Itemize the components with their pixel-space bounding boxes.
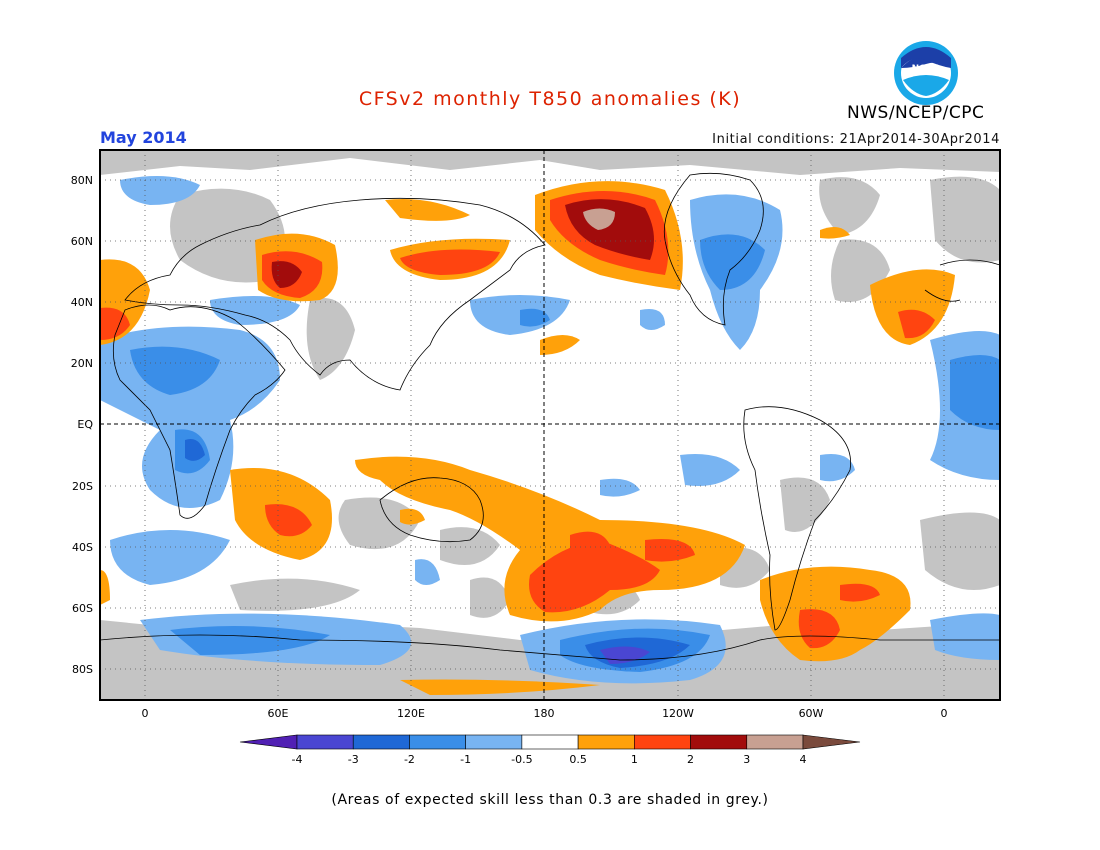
continent-outlines [100,172,1000,661]
colorbar-tick-label: -1 [460,753,471,766]
lon-label: 120W [662,707,694,720]
colorbar-tick-label: 0.5 [569,753,587,766]
colorbar-bin [802,734,861,750]
colorbar-bin [521,734,579,750]
colorbar: -4 -3 -2 -1 -0.5 0.5 1 2 3 4 [239,734,861,766]
longitude-labels: 0 60E 120E 180 120W 60W 0 [142,707,948,720]
colorbar-bin [577,734,635,750]
latitude-labels: 80N 60N 40N 20N EQ 20S 40S 60S 80S [71,174,94,676]
colorbar-bin [465,734,523,750]
initial-conditions: Initial conditions: 21Apr2014-30Apr2014 [712,132,1000,147]
footnote: (Areas of expected skill less than 0.3 a… [331,792,769,808]
lon-label: 120E [397,707,425,720]
lon-label: 60E [268,707,289,720]
colorbar-bin [634,734,691,750]
lat-label: 80N [71,174,93,187]
colorbar-bin [746,734,804,750]
lat-label: 40N [71,296,93,309]
lat-label: 80S [72,663,93,676]
noaa-logo: NOAA [893,40,959,106]
lat-label: 20S [72,480,93,493]
chart-title: CFSv2 monthly T850 anomalies (K) [358,88,742,110]
colorbar-bin [352,734,410,750]
colorbar-bin [296,734,354,750]
colorbar-bin [409,734,466,750]
colorbar-bin [690,734,748,750]
colorbar-tick-label: 1 [631,753,638,766]
map-field [100,150,1000,700]
logo-text: NOAA [912,64,941,74]
lon-label: 60W [799,707,824,720]
colorbar-tick-label: -3 [348,753,359,766]
agency-label: NWS/NCEP/CPC [847,103,985,123]
lon-label: 0 [142,707,149,720]
colorbar-tick-label: 2 [687,753,694,766]
lat-label: 60S [72,602,93,615]
colorbar-tick-label: -2 [404,753,415,766]
equator-dateline [100,150,1000,700]
month-label: May 2014 [100,128,187,147]
lon-label: 180 [534,707,555,720]
lon-label: 0 [941,707,948,720]
anomaly-blue [130,234,1000,672]
anomaly-tan [583,208,615,230]
colorbar-tick-label: 3 [743,753,750,766]
colorbar-bin [239,734,298,750]
lat-label: EQ [77,418,93,431]
colorbar-tick-label: -0.5 [511,753,532,766]
lat-label: 60N [71,235,93,248]
colorbar-tick-label: -4 [292,753,303,766]
lat-label: 20N [71,357,93,370]
lat-label: 40S [72,541,93,554]
map-frame [99,149,1001,701]
colorbar-tick-label: 4 [800,753,807,766]
grid-lines [100,150,1000,700]
